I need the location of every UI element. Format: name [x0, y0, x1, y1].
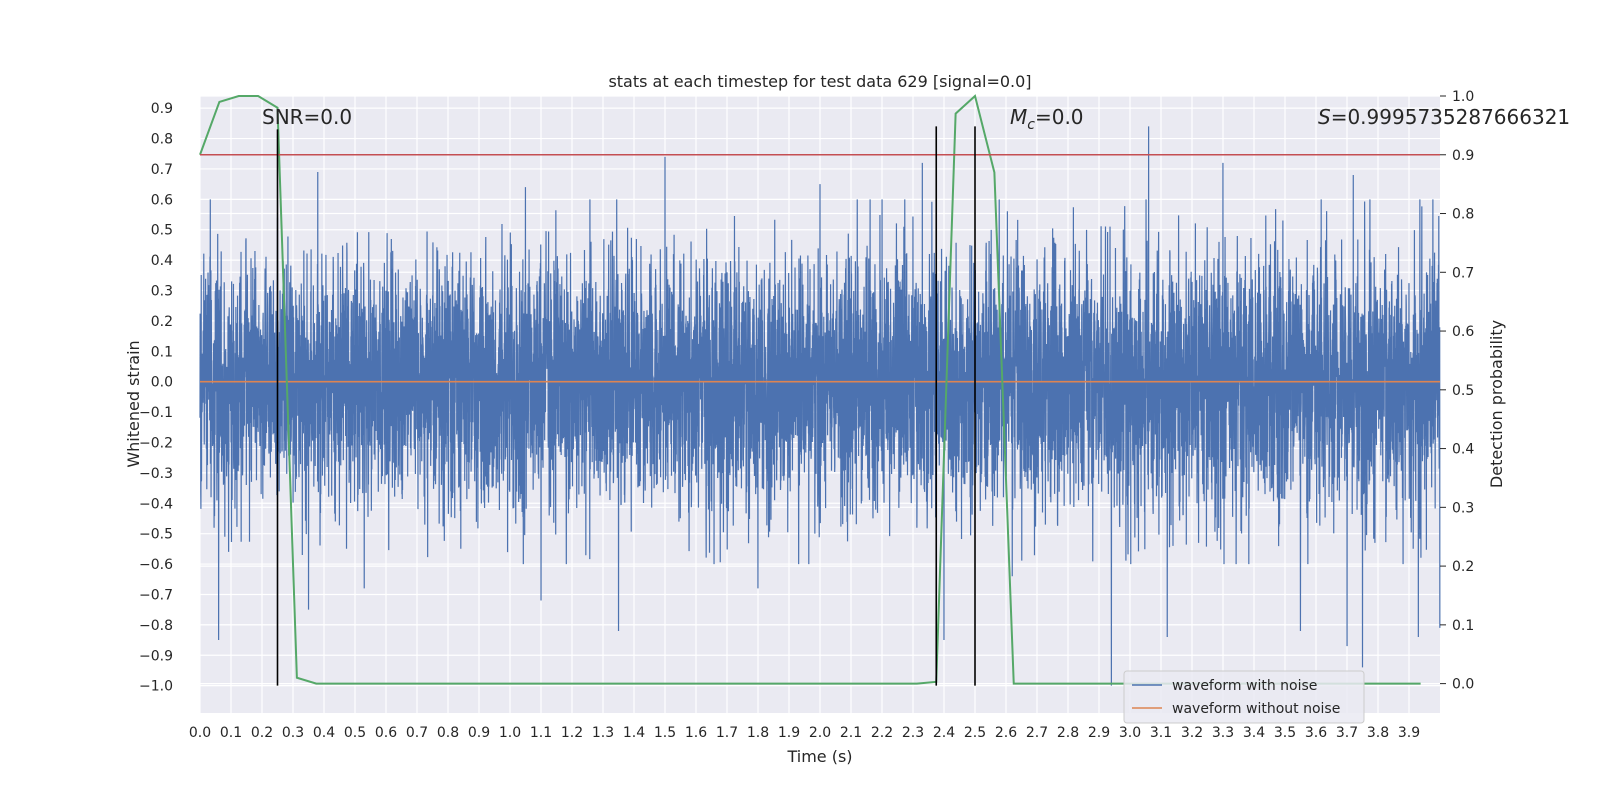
- y-tick-label: 0.5: [151, 223, 173, 239]
- x-tick-label: 1.0: [499, 725, 521, 741]
- y-tick-label: 0.9: [151, 101, 173, 117]
- y-tick-label: −0.7: [139, 587, 173, 603]
- x-tick-label: 2.8: [1057, 725, 1079, 741]
- y-tick-label: −0.8: [139, 618, 173, 634]
- x-tick-label: 1.3: [592, 725, 614, 741]
- y2-tick-label: 0.8: [1452, 207, 1474, 223]
- y2-axis-label: Detection probability: [1487, 320, 1506, 488]
- y-tick-label: −0.9: [139, 648, 173, 664]
- y-tick-label: 0.2: [151, 314, 173, 330]
- chirp-mass-subscript: c: [1027, 117, 1035, 133]
- x-tick-label: 0.7: [406, 725, 428, 741]
- x-tick-label: 3.2: [1181, 725, 1203, 741]
- x-tick-label: 3.6: [1305, 725, 1327, 741]
- legend: waveform with noise waveform without noi…: [1123, 670, 1365, 724]
- x-tick-label: 3.3: [1212, 725, 1234, 741]
- y2-tick-label: 0.0: [1452, 677, 1474, 693]
- x-tick-label: 0.5: [344, 725, 366, 741]
- y2-tick-label: 0.6: [1452, 324, 1474, 340]
- x-tick-label: 2.9: [1088, 725, 1110, 741]
- y2-tick-label: 0.1: [1452, 618, 1474, 634]
- series-layer: [199, 94, 1441, 686]
- x-tick-label: 1.9: [778, 725, 800, 741]
- y2-tick-label: 0.3: [1452, 500, 1474, 516]
- x-tick-label: 3.5: [1274, 725, 1296, 741]
- x-tick-label: 2.4: [933, 725, 955, 741]
- y2-ticks: 0.0 0.1 0.2 0.3 0.4 0.5 0.6 0.7 0.8 0.9 1.0: [1440, 89, 1474, 693]
- y-tick-label: −0.5: [139, 527, 173, 543]
- x-tick-label: 3.9: [1398, 725, 1420, 741]
- y-tick-label: 0.1: [151, 344, 173, 360]
- x-tick-label: 0.8: [437, 725, 459, 741]
- x-tick-label: 0.1: [220, 725, 242, 741]
- y-tick-label: 0.7: [151, 162, 173, 178]
- y2-tick-label: 0.7: [1452, 265, 1474, 281]
- x-tick-label: 1.6: [685, 725, 707, 741]
- x-tick-label: 3.7: [1336, 725, 1358, 741]
- y2-tick-label: 1.0: [1452, 89, 1474, 105]
- x-ticks: 0.0 0.1 0.2 0.3 0.4 0.5 0.6 0.7 0.8 0.9 1.0 1.1 1.2 1…: [189, 725, 1420, 741]
- y2-tick-label: 0.4: [1452, 442, 1474, 458]
- y-tick-label: −0.3: [139, 466, 173, 482]
- x-tick-label: 0.3: [282, 725, 304, 741]
- y2-tick-label: 0.2: [1452, 559, 1474, 575]
- chirp-mass-annotation: Mc=0.0: [1010, 105, 1084, 133]
- y-tick-label: 0.6: [151, 192, 173, 208]
- x-tick-label: 1.2: [561, 725, 583, 741]
- y-tick-label: −0.2: [139, 435, 173, 451]
- x-tick-label: 2.0: [809, 725, 831, 741]
- y-tick-label: 0.8: [151, 132, 173, 148]
- y-tick-label: 0.3: [151, 284, 173, 300]
- y2-tick-label: 0.9: [1452, 148, 1474, 164]
- y-tick-label: −0.1: [139, 405, 173, 421]
- x-tick-label: 3.4: [1243, 725, 1265, 741]
- x-tick-label: 1.5: [654, 725, 676, 741]
- y-tick-label: −0.4: [139, 496, 173, 512]
- x-tick-label: 2.6: [995, 725, 1017, 741]
- x-tick-label: 0.2: [251, 725, 273, 741]
- overlay-layer: [200, 126, 1440, 686]
- x-tick-label: 3.1: [1150, 725, 1172, 741]
- y-ticks: 0.9 0.8 0.7 0.6 0.5 0.4 0.3 0.2 0.1 0.0 −0.1 −0.2 −0…: [139, 101, 173, 694]
- chart-title: stats at each timestep for test data 629…: [608, 72, 1031, 91]
- snr-annotation: SNR=0.0: [262, 105, 352, 129]
- x-tick-label: 1.8: [747, 725, 769, 741]
- chirp-mass-symbol: M: [1010, 105, 1027, 129]
- series-waveform-with-noise: [199, 126, 1441, 686]
- score-symbol: S: [1318, 105, 1331, 129]
- x-tick-label: 1.4: [623, 725, 645, 741]
- x-tick-label: 0.0: [189, 725, 211, 741]
- x-tick-label: 3.8: [1367, 725, 1389, 741]
- y2-tick-label: 0.5: [1452, 383, 1474, 399]
- x-tick-label: 3.0: [1119, 725, 1141, 741]
- x-tick-label: 1.1: [530, 725, 552, 741]
- x-axis-label: Time (s): [786, 747, 852, 766]
- x-tick-label: 1.7: [716, 725, 738, 741]
- x-tick-label: 2.3: [902, 725, 924, 741]
- y-tick-label: 0.4: [151, 253, 173, 269]
- x-tick-label: 2.2: [871, 725, 893, 741]
- x-tick-label: 0.9: [468, 725, 490, 741]
- series-detection-probability: [199, 94, 1421, 685]
- x-tick-label: 0.4: [313, 725, 335, 741]
- legend-label-noise: waveform with noise: [1172, 678, 1317, 694]
- x-tick-label: 2.5: [964, 725, 986, 741]
- y-tick-label: −1.0: [139, 679, 173, 695]
- x-tick-label: 0.6: [375, 725, 397, 741]
- x-tick-label: 2.1: [840, 725, 862, 741]
- y-axis-label: Whitened strain: [124, 340, 143, 467]
- chirp-mass-value: =0.0: [1035, 105, 1084, 129]
- score-value: =0.9995735287666321: [1331, 105, 1570, 129]
- y-tick-label: 0.0: [151, 375, 173, 391]
- legend-label-clean: waveform without noise: [1172, 701, 1340, 717]
- score-annotation: S=0.9995735287666321: [1318, 105, 1570, 129]
- x-tick-label: 2.7: [1026, 725, 1048, 741]
- legend-box: [1123, 670, 1365, 724]
- y-tick-label: −0.6: [139, 557, 173, 573]
